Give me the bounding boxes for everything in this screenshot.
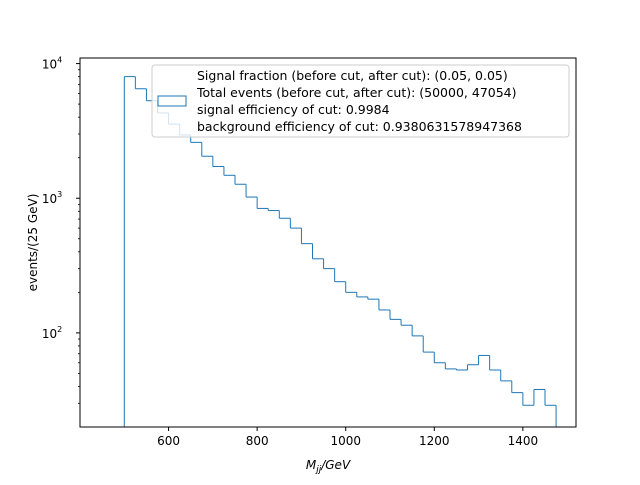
- legend-entry: Total events (before cut, after cut): (5…: [196, 85, 517, 100]
- x-axis-label-symbol: M: [306, 458, 317, 472]
- y-axis-ticks: 102 103 104: [42, 56, 80, 404]
- x-tick-label: 1400: [508, 434, 539, 448]
- x-tick-label: 1200: [419, 434, 450, 448]
- legend-box: [151, 64, 570, 138]
- y-tick-label: 102: [42, 325, 62, 341]
- y-tick-label: 104: [42, 56, 62, 72]
- axes-frame: [79, 57, 577, 428]
- legend-handle: [157, 95, 187, 107]
- x-axis-label-unit: /GeV: [320, 458, 351, 472]
- x-axis-label-subscript: jj: [314, 465, 322, 475]
- legend-entry: background efficiency of cut: 0.93806315…: [197, 119, 522, 134]
- x-axis-label: Mjj/GeV: [306, 458, 351, 475]
- x-tick-label: 800: [246, 434, 269, 448]
- legend: Signal fraction (before cut, after cut):…: [151, 64, 570, 138]
- legend-entry: Signal fraction (before cut, after cut):…: [197, 68, 508, 83]
- x-axis-ticks: 600 800 1000 1200 1400: [157, 427, 538, 448]
- x-tick-label: 1000: [330, 434, 361, 448]
- y-axis-label: events/(25 GeV): [26, 194, 40, 292]
- x-tick-label: 600: [157, 434, 180, 448]
- legend-entry: signal efficiency of cut: 0.9984: [197, 102, 390, 117]
- y-tick-label: 103: [42, 190, 62, 206]
